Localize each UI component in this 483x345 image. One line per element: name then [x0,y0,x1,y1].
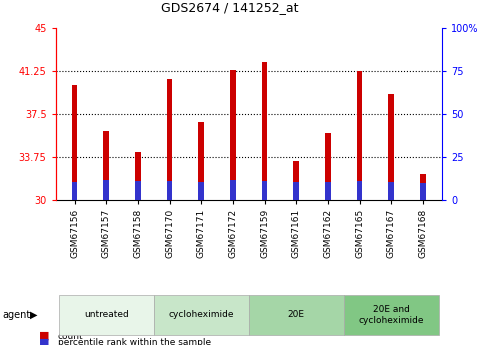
Bar [230,180,236,200]
Bar [325,182,331,200]
Bar [388,94,394,200]
Text: cycloheximide: cycloheximide [169,310,234,319]
Text: 20E: 20E [288,310,305,319]
Bar [388,182,394,200]
Text: ■: ■ [39,331,49,341]
Bar [135,152,141,200]
Text: count: count [58,332,84,341]
Bar [357,181,362,200]
Bar [262,181,268,200]
Bar [325,134,331,200]
Text: untreated: untreated [84,310,128,319]
Bar [103,131,109,200]
Bar [293,182,299,200]
Bar [167,79,172,200]
Bar [199,122,204,200]
Text: agent: agent [2,310,30,320]
Bar [230,70,236,200]
Bar [262,62,268,200]
Text: ■: ■ [39,338,49,345]
Bar [71,85,77,200]
Bar [357,71,362,200]
Bar [420,183,426,200]
Bar [420,174,426,200]
Bar [135,181,141,200]
Bar [71,182,77,200]
Text: 20E and
cycloheximide: 20E and cycloheximide [358,305,424,325]
Text: GDS2674 / 141252_at: GDS2674 / 141252_at [161,1,298,14]
Bar [103,180,109,200]
Text: ▶: ▶ [30,310,38,320]
Text: percentile rank within the sample: percentile rank within the sample [58,338,211,345]
Bar [293,161,299,200]
Bar [199,182,204,200]
Bar [167,181,172,200]
